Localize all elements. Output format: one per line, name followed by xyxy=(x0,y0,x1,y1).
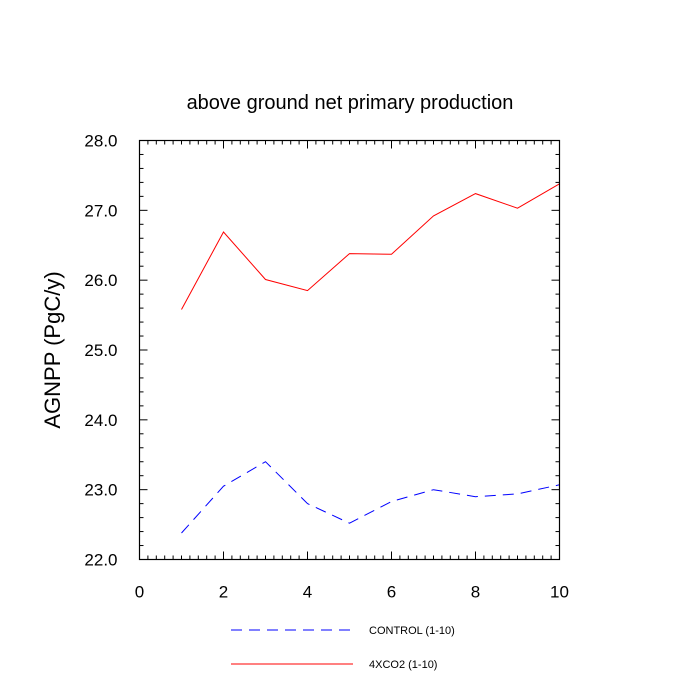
y-tick-label: 22.0 xyxy=(84,551,117,570)
x-tick-label: 4 xyxy=(303,583,312,602)
y-axis-label: AGNPP (PgC/y) xyxy=(40,271,65,428)
series-line-1 xyxy=(181,183,560,310)
legend-label-1: 4XCO2 (1-10) xyxy=(369,659,437,671)
series-lines xyxy=(181,183,560,534)
legend-label-0: CONTROL (1-10) xyxy=(369,625,455,637)
x-tick-label: 6 xyxy=(387,583,396,602)
legend: CONTROL (1-10) 4XCO2 (1-10) xyxy=(231,625,455,671)
x-tick-label: 10 xyxy=(550,583,569,602)
y-tick-label: 23.0 xyxy=(84,481,117,500)
y-tick-label: 26.0 xyxy=(84,271,117,290)
tick-labels: 0 2 4 6 8 10 22.0 23.0 24.0 25.0 26.0 27.0 28.0 xyxy=(84,132,569,602)
plot-frame xyxy=(138,139,561,561)
y-tick-label: 27.0 xyxy=(84,201,117,220)
y-tick-label: 28.0 xyxy=(84,132,117,151)
y-tick-label: 25.0 xyxy=(84,341,117,360)
series-line-0 xyxy=(181,461,560,534)
tick-marks xyxy=(139,140,560,560)
x-tick-label: 2 xyxy=(219,583,228,602)
chart-title: above ground net primary production xyxy=(187,92,514,114)
x-tick-label: 8 xyxy=(471,583,480,602)
y-tick-label: 24.0 xyxy=(84,411,117,430)
x-tick-label: 0 xyxy=(135,583,144,602)
